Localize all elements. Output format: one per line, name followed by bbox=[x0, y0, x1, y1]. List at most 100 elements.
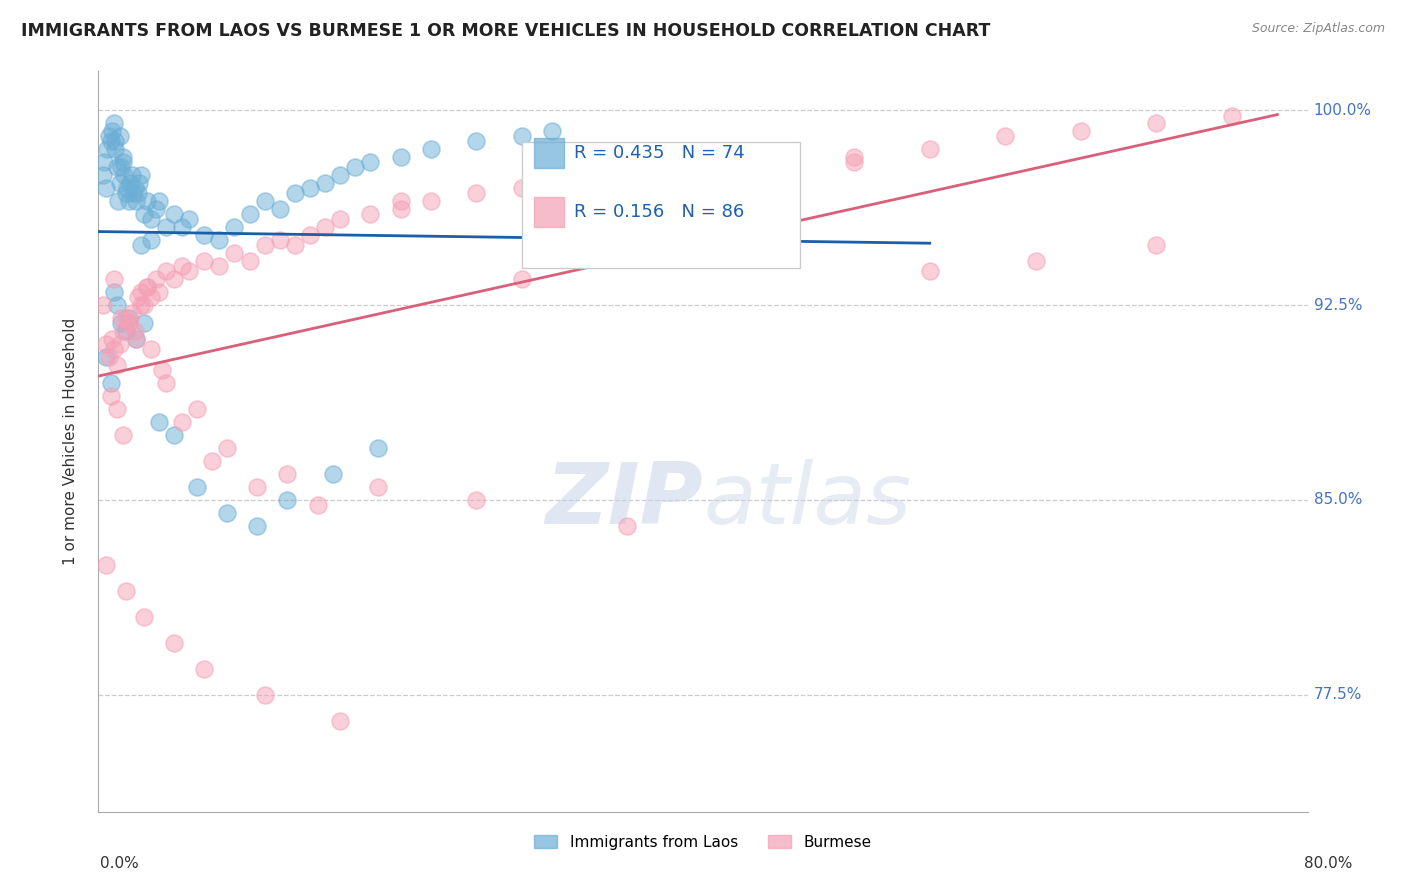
Point bbox=[918, 264, 941, 278]
Point bbox=[94, 181, 117, 195]
Text: 85.0%: 85.0% bbox=[1313, 492, 1362, 508]
Point bbox=[150, 363, 173, 377]
Point bbox=[135, 194, 157, 209]
Point bbox=[100, 376, 122, 390]
Point bbox=[253, 194, 276, 209]
Point bbox=[105, 358, 128, 372]
Point bbox=[344, 161, 367, 175]
Text: R = 0.156   N = 86: R = 0.156 N = 86 bbox=[574, 203, 744, 221]
Point bbox=[103, 116, 125, 130]
Y-axis label: 1 or more Vehicles in Household: 1 or more Vehicles in Household bbox=[63, 318, 77, 566]
Point bbox=[114, 324, 136, 338]
Text: Source: ZipAtlas.com: Source: ZipAtlas.com bbox=[1251, 22, 1385, 36]
Point bbox=[367, 480, 389, 494]
Point bbox=[540, 186, 562, 201]
Point bbox=[110, 161, 132, 175]
Point bbox=[163, 207, 186, 221]
Point bbox=[465, 135, 488, 149]
Point bbox=[141, 290, 163, 304]
Text: ZIP: ZIP bbox=[546, 459, 703, 542]
Point bbox=[314, 220, 336, 235]
Point bbox=[329, 168, 352, 182]
Bar bbox=[534, 197, 564, 227]
Point bbox=[616, 168, 638, 182]
Point bbox=[844, 150, 866, 164]
Point bbox=[111, 150, 134, 164]
Point bbox=[193, 227, 215, 242]
Point bbox=[367, 441, 389, 455]
Point bbox=[110, 311, 132, 326]
Point bbox=[105, 298, 128, 312]
Point bbox=[284, 238, 307, 252]
Point bbox=[129, 298, 152, 312]
Point bbox=[145, 272, 167, 286]
Point bbox=[307, 498, 329, 512]
Point bbox=[540, 124, 562, 138]
Text: 0.0%: 0.0% bbox=[100, 856, 139, 871]
Point bbox=[918, 142, 941, 156]
Point bbox=[1220, 109, 1243, 123]
Point bbox=[616, 519, 638, 533]
Point bbox=[465, 493, 488, 508]
Point bbox=[120, 176, 142, 190]
Point bbox=[129, 168, 152, 182]
Point bbox=[115, 181, 138, 195]
Point bbox=[269, 202, 291, 216]
Point bbox=[91, 298, 114, 312]
Point bbox=[111, 155, 134, 169]
Point bbox=[148, 194, 170, 209]
Point bbox=[104, 135, 127, 149]
Point bbox=[179, 212, 201, 227]
Point bbox=[93, 155, 115, 169]
Point bbox=[118, 316, 141, 330]
Point bbox=[129, 238, 152, 252]
Point bbox=[124, 181, 146, 195]
Point bbox=[389, 194, 412, 209]
Point bbox=[179, 264, 201, 278]
Point bbox=[132, 316, 155, 330]
Point bbox=[329, 714, 352, 728]
Text: 100.0%: 100.0% bbox=[1313, 103, 1372, 118]
Point bbox=[141, 233, 163, 247]
Point bbox=[125, 332, 148, 346]
Point bbox=[1146, 238, 1168, 252]
Point bbox=[360, 207, 382, 221]
Point bbox=[208, 259, 231, 273]
Point bbox=[91, 168, 114, 182]
Point bbox=[284, 186, 307, 201]
Point bbox=[103, 285, 125, 300]
Point bbox=[420, 142, 443, 156]
Point bbox=[269, 233, 291, 247]
Text: R = 0.435   N = 74: R = 0.435 N = 74 bbox=[574, 144, 744, 161]
Point bbox=[107, 194, 129, 209]
Point bbox=[1070, 124, 1092, 138]
Point bbox=[389, 202, 412, 216]
Point bbox=[224, 246, 246, 260]
Point bbox=[510, 272, 533, 286]
Point bbox=[127, 290, 149, 304]
Point bbox=[170, 259, 193, 273]
Point bbox=[101, 124, 124, 138]
Point bbox=[768, 155, 790, 169]
Point bbox=[276, 467, 298, 481]
Point bbox=[118, 316, 141, 330]
Point bbox=[124, 324, 146, 338]
Point bbox=[329, 212, 352, 227]
Point bbox=[118, 311, 141, 326]
Point bbox=[360, 155, 382, 169]
Point bbox=[103, 343, 125, 357]
Point bbox=[186, 480, 208, 494]
Point bbox=[135, 280, 157, 294]
Point bbox=[155, 376, 177, 390]
Point bbox=[108, 129, 131, 144]
Point bbox=[170, 415, 193, 429]
Text: 80.0%: 80.0% bbox=[1305, 856, 1353, 871]
Point bbox=[104, 142, 127, 156]
Point bbox=[193, 254, 215, 268]
Text: IMMIGRANTS FROM LAOS VS BURMESE 1 OR MORE VEHICLES IN HOUSEHOLD CORRELATION CHAR: IMMIGRANTS FROM LAOS VS BURMESE 1 OR MOR… bbox=[21, 22, 990, 40]
Point bbox=[465, 186, 488, 201]
Point bbox=[132, 207, 155, 221]
Point bbox=[239, 207, 262, 221]
Point bbox=[110, 316, 132, 330]
Point bbox=[186, 402, 208, 417]
